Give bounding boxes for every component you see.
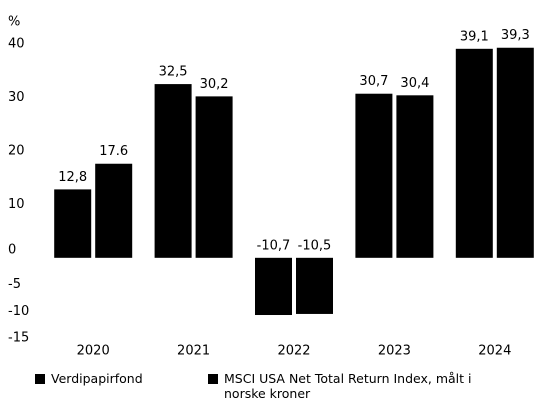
bar — [195, 96, 233, 258]
value-label: 30,4 — [400, 76, 429, 91]
bar — [255, 257, 292, 316]
value-label: 39,1 — [460, 29, 489, 44]
value-label: 30,7 — [359, 74, 388, 89]
value-label: -10,7 — [257, 238, 291, 253]
y-tick-label: 20 — [8, 143, 25, 158]
y-tick-label: 0 — [8, 242, 16, 257]
y-tick-label: -5 — [8, 277, 21, 292]
value-label: 39,3 — [501, 28, 530, 43]
x-tick-label: 2023 — [378, 344, 411, 359]
legend-label: Verdipapirfond — [51, 371, 143, 386]
bar — [355, 93, 393, 258]
y-tick-label: 30 — [8, 90, 25, 105]
value-label: 17.6 — [99, 144, 128, 159]
bar — [296, 257, 333, 314]
y-tick-label: 40 — [8, 37, 25, 52]
y-tick-label: -10 — [8, 304, 29, 319]
legend-item: Verdipapirfond — [35, 371, 195, 386]
legend-swatch — [35, 374, 45, 384]
x-tick-label: 2024 — [478, 344, 511, 359]
value-label: -10,5 — [298, 238, 332, 253]
value-label: 32,5 — [159, 65, 188, 80]
x-tick-label: 2021 — [177, 344, 210, 359]
bar — [455, 48, 493, 258]
bar — [154, 84, 192, 258]
y-axis-label: % — [8, 15, 20, 30]
value-label: 12,8 — [58, 170, 87, 185]
y-tick-label: 10 — [8, 197, 25, 212]
bar — [54, 189, 92, 258]
legend: Verdipapirfond MSCI USA Net Total Return … — [0, 371, 539, 408]
bar — [396, 95, 434, 258]
y-tick-label: -15 — [8, 331, 29, 346]
chart: % 40 30 20 10 0 -5 -10 -15 2020 12,8 17.6 2021 32,5 3… — [8, 15, 534, 359]
bar — [95, 163, 133, 258]
bar — [496, 47, 534, 258]
legend-item: MSCI USA Net Total Return Index, målt i … — [208, 371, 478, 401]
x-tick-label: 2022 — [277, 344, 310, 359]
legend-swatch — [208, 374, 218, 384]
value-label: 30,2 — [200, 77, 229, 92]
x-tick-label: 2020 — [77, 344, 110, 359]
legend-label: MSCI USA Net Total Return Index, målt i … — [224, 371, 472, 401]
